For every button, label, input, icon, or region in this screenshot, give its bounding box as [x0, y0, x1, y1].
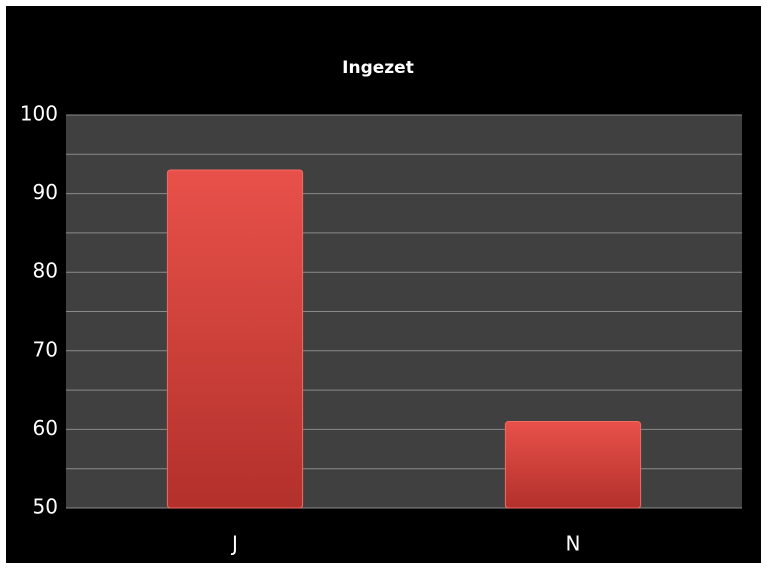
y-tick-label: 100 — [20, 102, 58, 126]
x-tick-label: N — [566, 532, 581, 556]
x-tick-label: J — [230, 532, 238, 556]
y-tick-label: 90 — [33, 180, 58, 204]
y-tick-label: 50 — [33, 495, 58, 519]
chart-title: Ingezet — [342, 58, 414, 78]
y-tick-label: 80 — [33, 259, 58, 283]
y-tick-label: 70 — [33, 337, 58, 361]
y-tick-label: 60 — [33, 416, 58, 440]
bar — [504, 421, 642, 509]
bar — [166, 169, 304, 509]
